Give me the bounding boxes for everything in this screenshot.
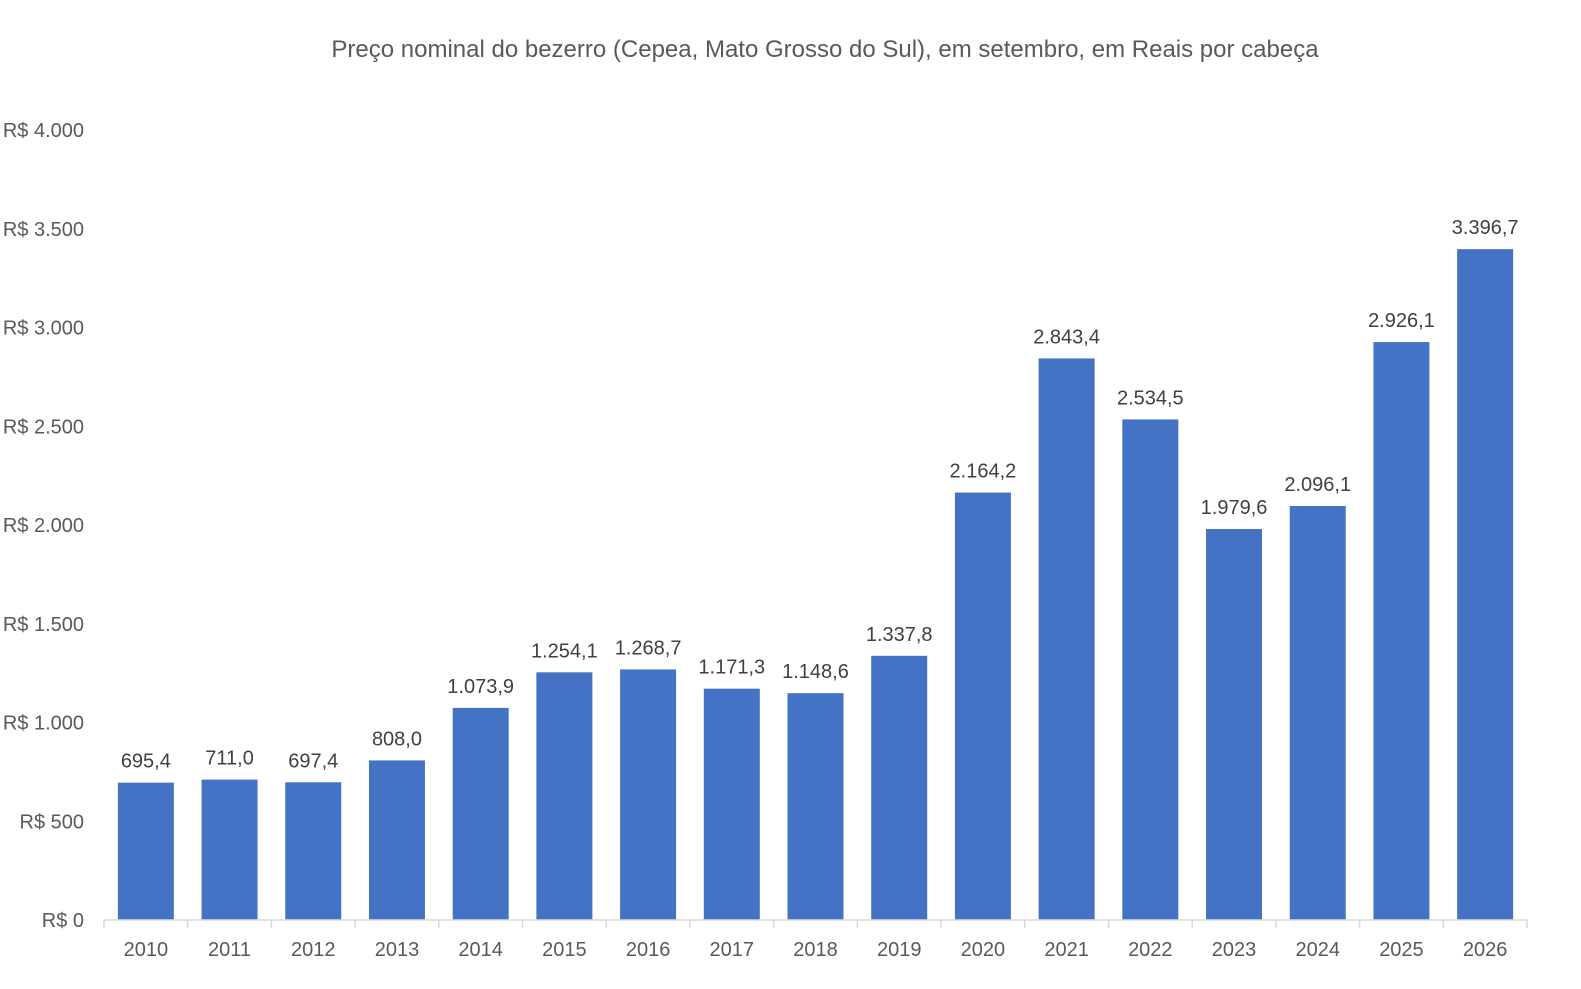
- x-tick-label: 2025: [1379, 939, 1424, 961]
- x-tick-label: 2015: [542, 939, 587, 961]
- bar-2016: [620, 669, 677, 920]
- bar-2015: [536, 672, 593, 920]
- data-label: 1.073,9: [447, 676, 514, 698]
- y-tick-label: R$ 4.000: [3, 120, 84, 142]
- data-label: 2.843,4: [1033, 326, 1100, 348]
- x-tick-label: 2020: [961, 939, 1006, 961]
- bar-2022: [1122, 419, 1179, 920]
- bar-2017: [703, 688, 760, 920]
- x-tick-label: 2023: [1212, 939, 1257, 961]
- x-tick-label: 2026: [1463, 939, 1508, 961]
- x-tick-label: 2017: [710, 939, 755, 961]
- bar-2025: [1373, 342, 1430, 921]
- data-label: 695,4: [121, 751, 171, 773]
- x-tick-label: 2024: [1295, 939, 1340, 961]
- data-label: 2.926,1: [1368, 310, 1435, 332]
- data-label: 1.979,6: [1201, 497, 1268, 519]
- bar-2014: [452, 707, 509, 920]
- data-label: 2.534,5: [1117, 387, 1184, 409]
- bar-2011: [201, 779, 258, 920]
- x-tick-label: 2022: [1128, 939, 1173, 961]
- y-tick-label: R$ 1.500: [3, 614, 84, 636]
- bar-2010: [117, 782, 174, 920]
- x-tick-label: 2014: [458, 939, 503, 961]
- x-tick-label: 2013: [375, 939, 420, 961]
- bar-2024: [1289, 506, 1346, 920]
- y-tick-label: R$ 0: [42, 910, 84, 932]
- y-tick-label: R$ 3.500: [3, 219, 84, 241]
- bar-2012: [285, 782, 342, 920]
- x-tick-label: 2018: [793, 939, 838, 961]
- bar-2023: [1206, 529, 1263, 920]
- bar-2020: [954, 492, 1011, 920]
- x-tick-label: 2011: [208, 939, 251, 961]
- bar-2013: [368, 760, 425, 920]
- bar-2021: [1038, 358, 1095, 921]
- y-tick-label: R$ 3.000: [3, 318, 84, 340]
- bar-2018: [787, 693, 844, 920]
- x-tick-label: 2016: [626, 939, 671, 961]
- data-label: 711,0: [205, 748, 254, 770]
- data-label: 1.148,6: [782, 661, 849, 683]
- y-tick-label: R$ 500: [20, 811, 85, 833]
- x-tick-label: 2012: [291, 939, 336, 961]
- y-tick-label: R$ 2.000: [3, 515, 84, 537]
- data-label: 697,4: [288, 750, 338, 772]
- chart-title: Preço nominal do bezerro (Cepea, Mato Gr…: [331, 36, 1319, 63]
- data-label: 1.171,3: [698, 657, 765, 679]
- data-label: 1.254,1: [531, 640, 598, 662]
- data-label: 2.096,1: [1284, 474, 1351, 496]
- bar-2026: [1457, 249, 1514, 921]
- data-label: 808,0: [372, 728, 422, 750]
- data-label: 1.337,8: [866, 624, 933, 646]
- x-tick-label: 2019: [877, 939, 922, 961]
- y-tick-label: R$ 1.000: [3, 713, 84, 735]
- data-label: 3.396,7: [1452, 217, 1519, 239]
- y-tick-label: R$ 2.500: [3, 416, 84, 438]
- x-tick-label: 2021: [1044, 939, 1089, 961]
- bar-2019: [871, 655, 928, 920]
- x-tick-label: 2010: [124, 939, 169, 961]
- data-label: 1.268,7: [615, 637, 682, 659]
- data-label: 2.164,2: [950, 461, 1017, 483]
